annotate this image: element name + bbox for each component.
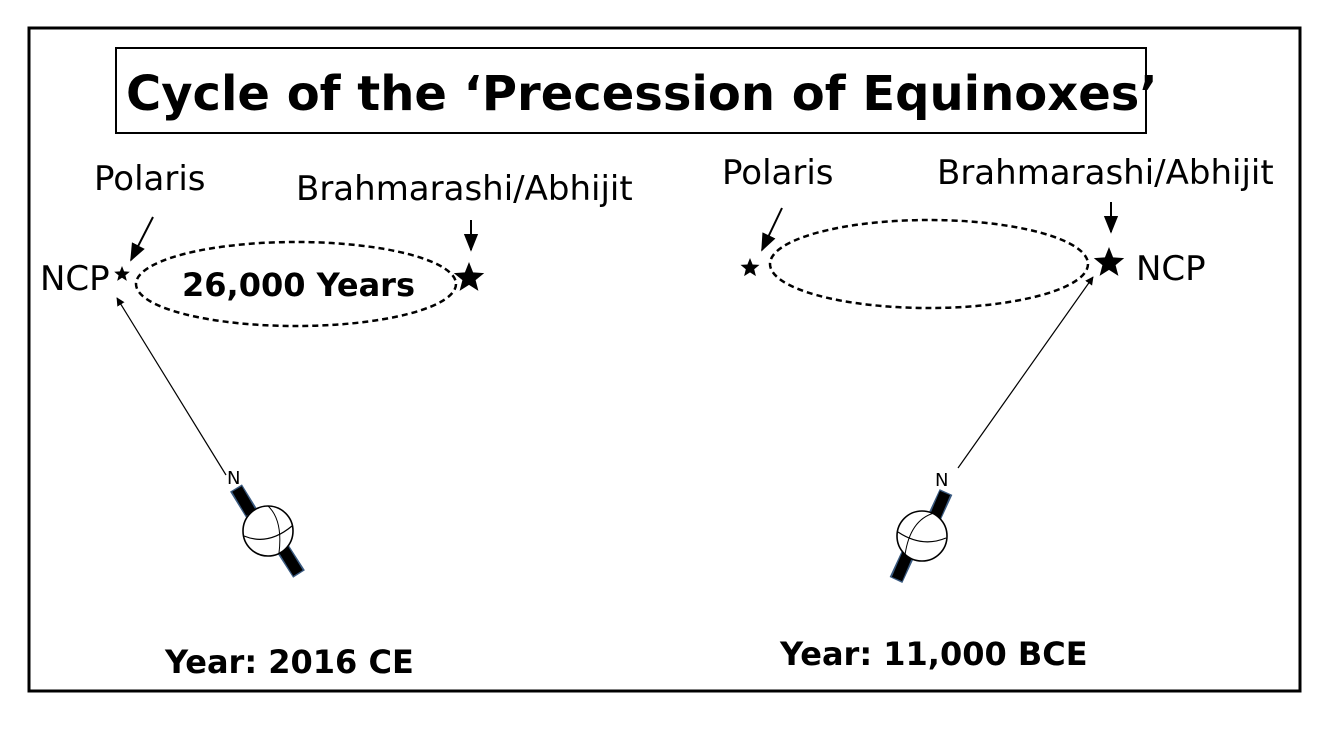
right-axis-north-label: N bbox=[935, 470, 948, 491]
right-abhijit-label: Brahmarashi/Abhijit bbox=[937, 153, 1274, 193]
left-polaris-label: Polaris bbox=[94, 159, 206, 199]
left-abhijit-label: Brahmarashi/Abhijit bbox=[296, 169, 633, 209]
right-polaris-star-icon bbox=[740, 258, 760, 277]
left-polaris-star-icon bbox=[114, 266, 130, 281]
left-axis-north-label: N bbox=[227, 468, 240, 489]
left-precession-cycle-ellipse bbox=[134, 240, 458, 328]
left-year-label: Year: 2016 CE bbox=[164, 643, 414, 681]
right-year-label: Year: 11,000 BCE bbox=[779, 635, 1088, 673]
left-panel: Polaris Brahmarashi/Abhijit NCP 26,000 Y… bbox=[40, 159, 633, 681]
right-rotation-axis-line bbox=[957, 276, 1094, 469]
left-cycle-period-label: 26,000 Years bbox=[182, 266, 415, 304]
right-abhijit-star-icon bbox=[1093, 247, 1125, 276]
left-earth-icon bbox=[230, 484, 305, 578]
right-ncp-label: NCP bbox=[1136, 249, 1206, 289]
left-rotation-axis-line bbox=[116, 297, 227, 476]
right-polaris-pointer-arrow bbox=[761, 207, 783, 252]
left-abhijit-star-icon bbox=[453, 262, 485, 291]
right-panel: Polaris Brahmarashi/Abhijit NCP N Year: … bbox=[722, 153, 1274, 673]
title-box bbox=[115, 47, 1147, 134]
right-polaris-label: Polaris bbox=[722, 153, 834, 193]
left-ncp-label: NCP bbox=[40, 259, 110, 299]
right-precession-cycle-ellipse bbox=[768, 218, 1090, 310]
diagram-title: Cycle of the ‘Precession of Equinoxes’ bbox=[126, 66, 1158, 122]
left-polaris-pointer-arrow bbox=[130, 216, 154, 262]
right-earth-icon bbox=[889, 489, 953, 583]
outer-frame bbox=[27, 26, 1302, 693]
